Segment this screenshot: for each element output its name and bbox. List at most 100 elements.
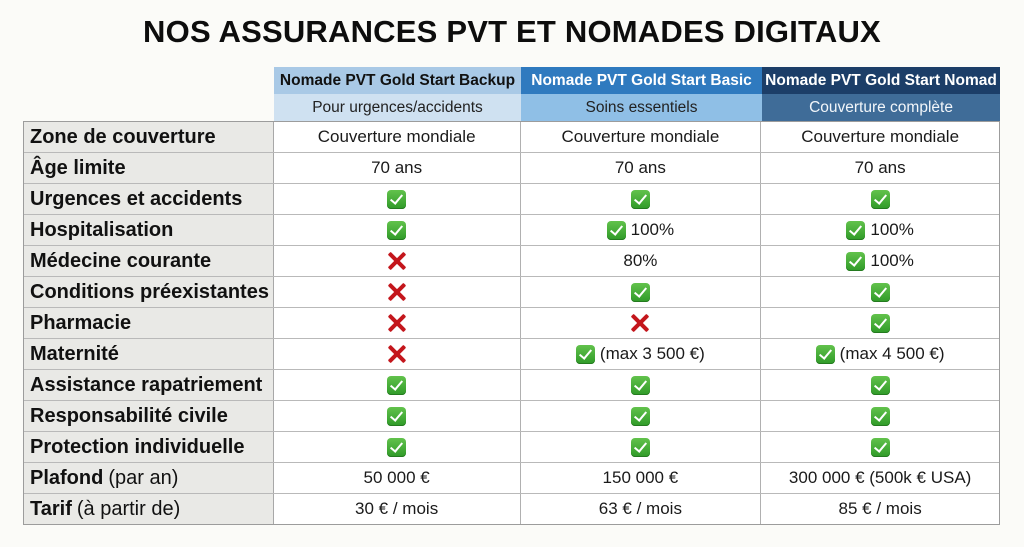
check-icon (387, 375, 407, 395)
row-label: Protection individuelle (24, 432, 274, 462)
row-label-text: Assistance rapatriement (30, 373, 263, 396)
table-cell: Couverture mondiale (520, 122, 762, 152)
row-label-text: Responsabilité civile (30, 404, 228, 427)
check-icon (630, 437, 650, 457)
table-cell (273, 401, 521, 431)
table-cell (273, 246, 521, 276)
row-label: Pharmacie (24, 308, 274, 338)
table-cell (761, 184, 999, 214)
plan-basic-subtitle: Soins essentiels (521, 94, 762, 121)
plan-backup-name: Nomade PVT Gold Start Backup (274, 67, 521, 94)
table-row: Hospitalisation 100% 100% (24, 215, 999, 246)
check-icon (630, 406, 650, 426)
table-cell (761, 401, 999, 431)
row-label-text: Maternité (30, 342, 119, 365)
plan-basic-name: Nomade PVT Gold Start Basic (521, 67, 762, 94)
table-cell: 100% (520, 215, 762, 245)
table-cell (520, 370, 762, 400)
table-cell (761, 308, 999, 338)
row-label-text: Tarif (30, 497, 72, 520)
table-row: Âge limite 70 ans 70 ans 70 ans (24, 153, 999, 184)
table-cell: 85 € / mois (761, 494, 999, 524)
row-label-note: (par an) (108, 466, 179, 489)
cell-text: (max 4 500 €) (839, 344, 945, 363)
plan-subtitle-header-row: Pour urgences/accidents Soins essentiels… (23, 94, 1000, 121)
table-cell (273, 215, 521, 245)
table-cell (273, 339, 521, 369)
cell-text: 150 000 € (602, 468, 679, 487)
cell-text: Couverture mondiale (561, 127, 720, 146)
check-icon (870, 189, 890, 209)
table-cell (273, 184, 521, 214)
plan-name-header-row: Nomade PVT Gold Start Backup Nomade PVT … (23, 67, 1000, 94)
cell-text: 100% (870, 220, 914, 239)
check-icon (870, 437, 890, 457)
cell-text: 50 000 € (363, 468, 430, 487)
cell-text: 63 € / mois (598, 499, 682, 518)
table-row: Protection individuelle (24, 432, 999, 463)
row-label-text: Pharmacie (30, 311, 132, 334)
check-icon (630, 375, 650, 395)
cell-text: 30 € / mois (355, 499, 439, 518)
row-label: Tarif (à partir de) (24, 494, 274, 524)
table-cell: 80% (520, 246, 762, 276)
check-icon (606, 220, 626, 240)
plan-nomad-subtitle: Couverture complète (762, 94, 1000, 121)
row-label: Plafond (par an) (24, 463, 274, 493)
row-label: Assistance rapatriement (24, 370, 274, 400)
table-row: Pharmacie (24, 308, 999, 339)
cell-text: Couverture mondiale (317, 127, 476, 146)
table-cell (520, 277, 762, 307)
row-label-text: Hospitalisation (30, 218, 174, 241)
table-cell: 300 000 € (500k € USA) (761, 463, 999, 493)
table-cell: (max 4 500 €) (761, 339, 999, 369)
cell-text: 70 ans (854, 158, 906, 177)
row-label: Responsabilité civile (24, 401, 274, 431)
check-icon (387, 220, 407, 240)
row-label: Maternité (24, 339, 274, 369)
row-label: Âge limite (24, 153, 274, 183)
row-label: Zone de couverture (24, 122, 274, 152)
check-icon (846, 220, 866, 240)
table-row: Responsabilité civile (24, 401, 999, 432)
plan-nomad-name: Nomade PVT Gold Start Nomad (762, 67, 1000, 94)
cross-icon (386, 312, 408, 334)
table-cell: 50 000 € (273, 463, 521, 493)
check-icon (870, 282, 890, 302)
table-row: Assistance rapatriement (24, 370, 999, 401)
check-icon (870, 375, 890, 395)
cell-text: 85 € / mois (838, 499, 922, 518)
table-row: Maternité (max 3 500 €) (max 4 500 €) (24, 339, 999, 370)
table-row: Tarif (à partir de) 30 € / mois 63 € / mois… (24, 494, 999, 525)
table-cell (273, 277, 521, 307)
table-row: Médecine courante 80% 100% (24, 246, 999, 277)
table-cell (761, 432, 999, 462)
cell-text: 100% (630, 220, 675, 239)
table-cell: Couverture mondiale (761, 122, 999, 152)
table-cell: 30 € / mois (273, 494, 521, 524)
table-row: Zone de couverture Couverture mondiale Cou… (24, 122, 999, 153)
row-label-text: Protection individuelle (30, 435, 245, 458)
check-icon (575, 344, 595, 364)
row-label-text: Plafond (30, 466, 104, 489)
table-cell (520, 184, 762, 214)
table-row: Conditions préexistantes (24, 277, 999, 308)
row-label: Médecine courante (24, 246, 274, 276)
row-label-text: Urgences et accidents (30, 187, 243, 210)
cross-icon (629, 312, 651, 334)
row-label: Conditions préexistantes (24, 277, 274, 307)
table-cell (273, 432, 521, 462)
check-icon (870, 313, 890, 333)
row-label-note: (à partir de) (76, 497, 181, 520)
check-icon (630, 189, 650, 209)
cell-text: Couverture mondiale (801, 127, 960, 146)
table-cell (520, 401, 762, 431)
table-cell: 100% (761, 246, 999, 276)
table-cell: 63 € / mois (520, 494, 762, 524)
table-body: Zone de couverture Couverture mondiale Cou… (23, 121, 1000, 525)
table-cell (761, 277, 999, 307)
table-cell: Couverture mondiale (273, 122, 521, 152)
cell-text: (max 3 500 €) (599, 344, 705, 363)
table-cell (761, 370, 999, 400)
table-cell (520, 432, 762, 462)
